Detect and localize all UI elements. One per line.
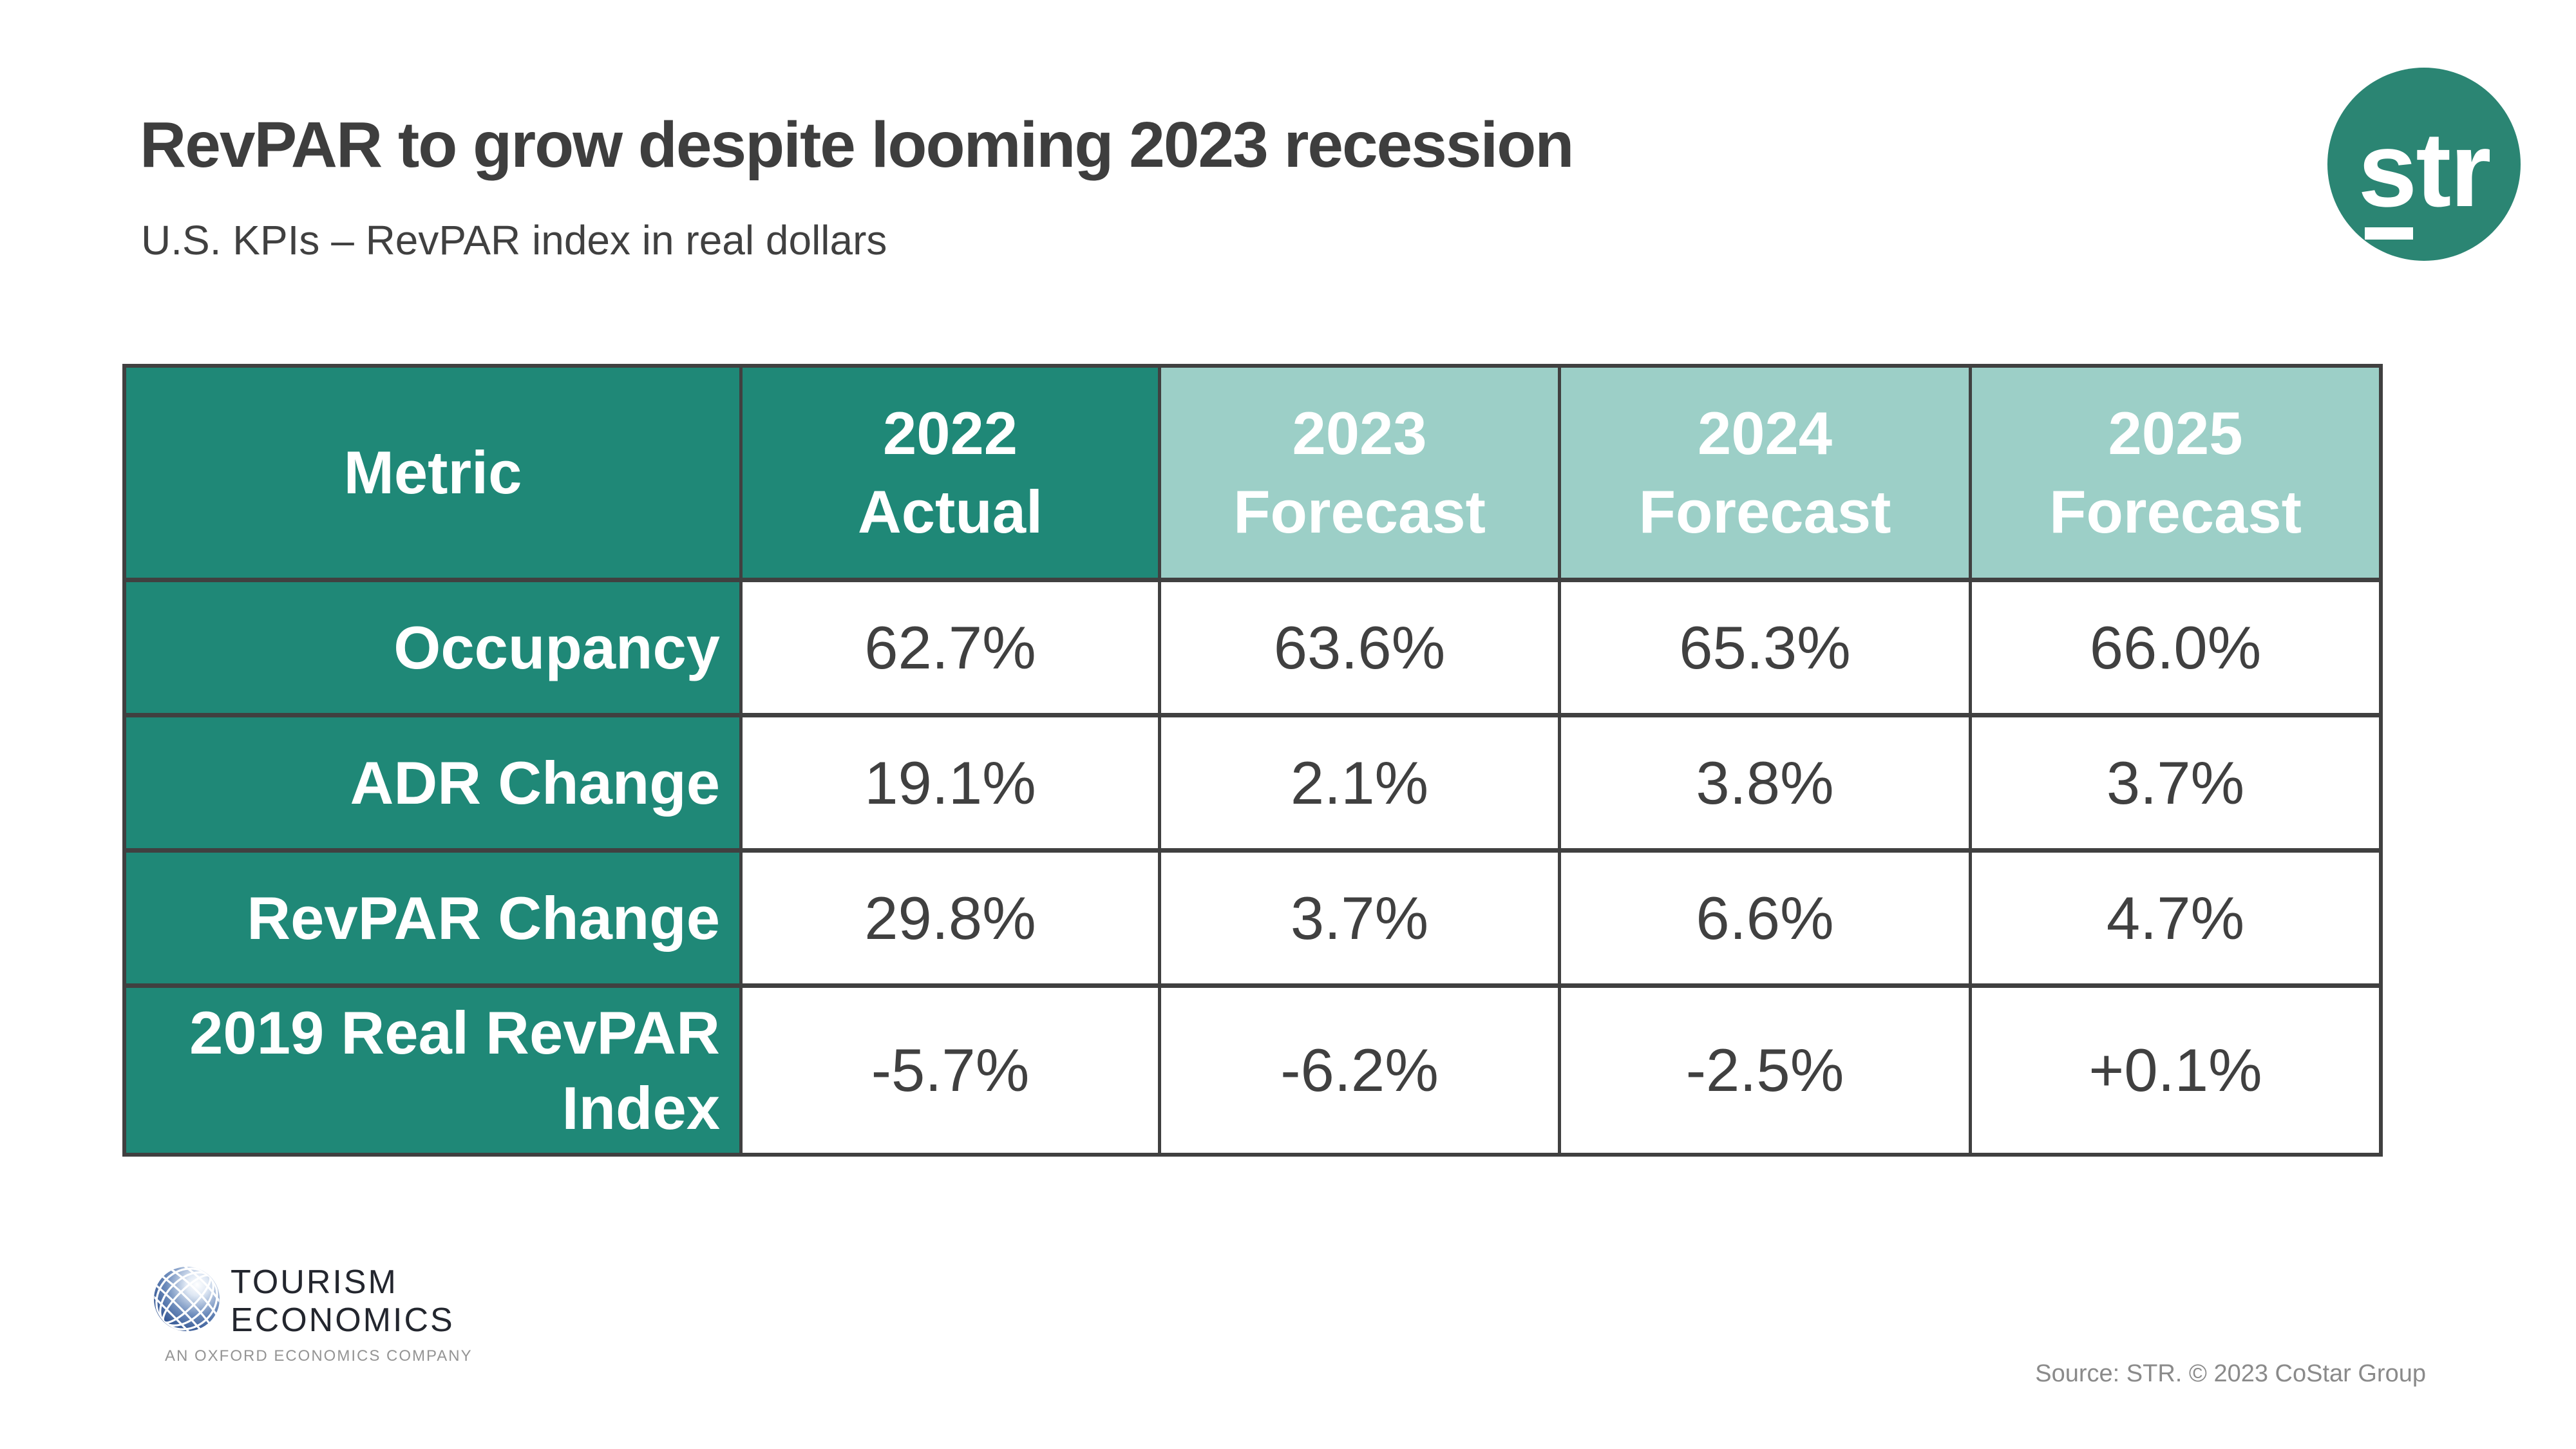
cell-index-2023: -6.2% (1161, 988, 1561, 1153)
cell-adr-2025: 3.7% (1972, 717, 2379, 853)
str-logo-text: str (2358, 110, 2492, 229)
kpi-table: Metric 2022 Actual 2023 Forecast 2024 Fo… (122, 364, 2383, 1157)
globe-icon (153, 1266, 220, 1332)
tourism-economics-line2: ECONOMICS (231, 1302, 455, 1339)
tourism-economics-line1: TOURISM (231, 1264, 398, 1301)
page-subtitle: U.S. KPIs – RevPAR index in real dollars (141, 217, 887, 263)
cell-revpar-2025: 4.7% (1972, 853, 2379, 988)
cell-revpar-2024: 6.6% (1561, 853, 1972, 988)
cell-index-2025: +0.1% (1972, 988, 2379, 1153)
page-title: RevPAR to grow despite looming 2023 rece… (140, 109, 1574, 181)
row-label-occupancy: Occupancy (126, 582, 743, 717)
cell-occupancy-2022: 62.7% (743, 582, 1161, 717)
header-cell-2024-forecast: 2024 Forecast (1561, 368, 1972, 582)
header-cell-2023-forecast: 2023 Forecast (1161, 368, 1561, 582)
header-cell-2022-actual: 2022 Actual (743, 368, 1161, 582)
cell-revpar-2022: 29.8% (743, 853, 1161, 988)
cell-adr-2023: 2.1% (1161, 717, 1561, 853)
row-label-adr-change: ADR Change (126, 717, 743, 853)
cell-occupancy-2023: 63.6% (1161, 582, 1561, 717)
cell-adr-2022: 19.1% (743, 717, 1161, 853)
header-cell-2025-forecast: 2025 Forecast (1972, 368, 2379, 582)
str-logo-underline (2365, 227, 2413, 240)
cell-index-2022: -5.7% (743, 988, 1161, 1153)
row-label-2019-real-revpar-index: 2019 Real RevPAR Index (126, 988, 743, 1153)
tourism-economics-tagline: AN OXFORD ECONOMICS COMPANY (165, 1347, 473, 1365)
row-label-revpar-change: RevPAR Change (126, 853, 743, 988)
tourism-economics-logo: TOURISM ECONOMICS AN OXFORD ECONOMICS CO… (153, 1261, 617, 1403)
str-logo: str (2327, 68, 2521, 261)
cell-occupancy-2025: 66.0% (1972, 582, 2379, 717)
cell-revpar-2023: 3.7% (1161, 853, 1561, 988)
cell-adr-2024: 3.8% (1561, 717, 1972, 853)
source-note: Source: STR. © 2023 CoStar Group (2035, 1360, 2426, 1387)
header-cell-metric: Metric (126, 368, 743, 582)
cell-occupancy-2024: 65.3% (1561, 582, 1972, 717)
cell-index-2024: -2.5% (1561, 988, 1972, 1153)
